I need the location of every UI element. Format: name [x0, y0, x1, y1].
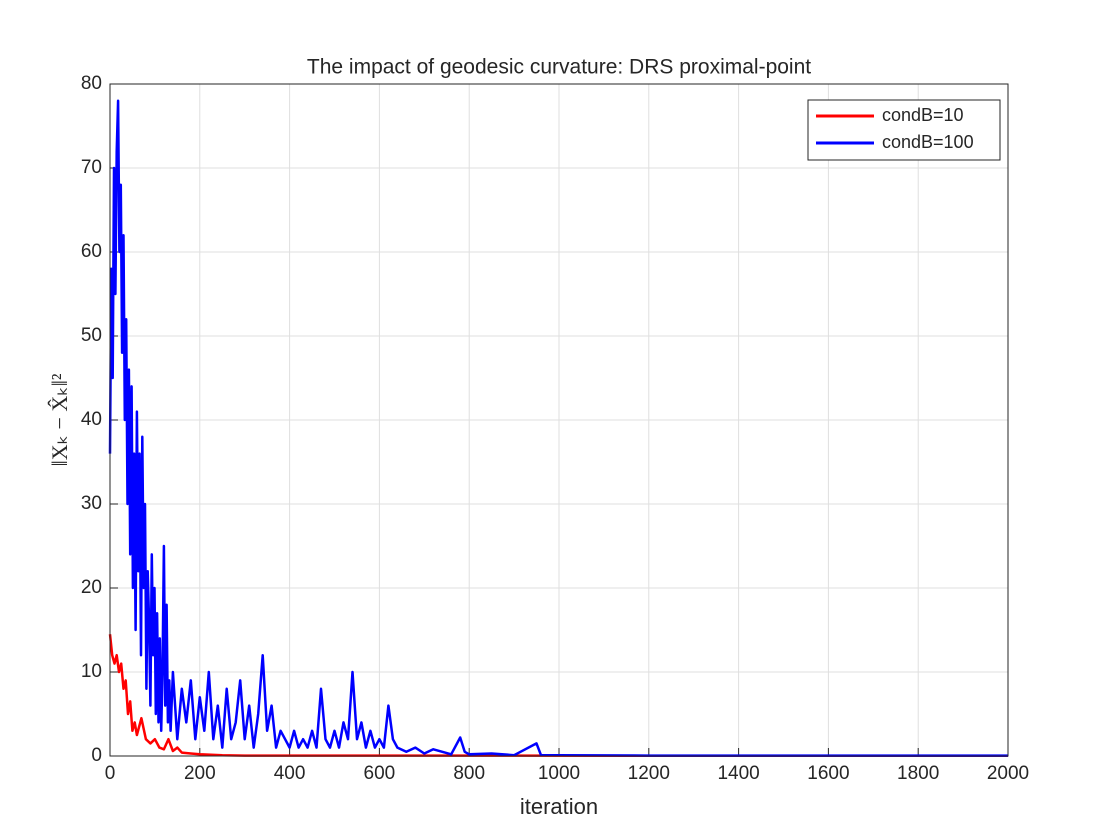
y-tick-label: 30 — [81, 493, 102, 514]
x-tick-label: 1400 — [717, 763, 759, 784]
x-axis-label: iteration — [520, 794, 598, 819]
legend-label: condB=10 — [882, 105, 964, 125]
plot-frame — [109, 83, 1009, 757]
y-tick-label: 60 — [81, 241, 102, 262]
series-line — [108, 634, 1009, 758]
x-tick-label: 0 — [105, 763, 116, 784]
legend: condB=10 condB=100 — [807, 99, 1001, 161]
x-tick-label: 1200 — [628, 763, 670, 784]
y-tick-label: 50 — [81, 325, 102, 346]
y-axis-label: ‖Xₖ − X̂ₖ‖² — [47, 373, 72, 466]
y-tick-label: 70 — [81, 157, 102, 178]
y-tick-label: 10 — [81, 661, 102, 682]
x-tick-label: 600 — [364, 763, 396, 784]
x-tick-label: 1000 — [538, 763, 580, 784]
x-tick-label: 2000 — [987, 763, 1029, 784]
x-tick-label: 1600 — [807, 763, 849, 784]
x-tick-label: 200 — [184, 763, 216, 784]
y-tick-label: 0 — [91, 745, 102, 766]
x-tick-label: 400 — [274, 763, 306, 784]
x-tick-label: 800 — [453, 763, 485, 784]
legend-box — [807, 99, 1001, 161]
y-tick-label: 80 — [81, 73, 102, 94]
series-line — [108, 99, 1008, 757]
chart-title: The impact of geodesic curvature: DRS pr… — [307, 56, 811, 79]
y-tick-label: 20 — [81, 577, 102, 598]
y-tick-label: 40 — [81, 409, 102, 430]
x-tick-label: 1800 — [897, 763, 939, 784]
legend-label: condB=100 — [882, 132, 974, 152]
